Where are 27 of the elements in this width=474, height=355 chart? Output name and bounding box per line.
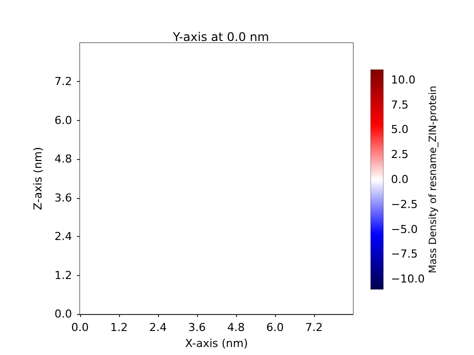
color-bar-label: −2.5 xyxy=(391,198,418,211)
color-bar-label: 5.0 xyxy=(391,123,408,136)
color-bar-label: −7.5 xyxy=(391,248,418,261)
color-bar-label: 2.5 xyxy=(391,148,408,162)
color-bar-label: 10.0 xyxy=(391,73,416,86)
x-tick-label: 2.4 xyxy=(149,321,167,334)
y-tick-label: 6.0 xyxy=(54,114,72,127)
color-bar-label: −5.0 xyxy=(391,222,418,236)
x-axis-title: X-axis (nm) xyxy=(185,336,248,350)
x-tick-label: 0.0 xyxy=(71,321,89,334)
color-bar-label: −10.0 xyxy=(391,272,425,286)
y-tick-label: 0.0 xyxy=(54,308,72,320)
color-bar-label: 7.5 xyxy=(391,98,408,112)
x-tick-label: 1.2 xyxy=(110,321,128,334)
y-tick-label: 4.8 xyxy=(54,152,72,166)
x-tick-label: 7.2 xyxy=(305,321,323,334)
x-tick-label: 3.6 xyxy=(188,321,206,334)
x-tick-label: 4.8 xyxy=(227,321,245,334)
y-tick-label: 3.6 xyxy=(54,191,72,204)
y-axis-title: Z-axis (nm) xyxy=(32,146,45,210)
color-bar-label: 0.0 xyxy=(391,173,408,186)
chart-title: Y-axis at 0.0 nm xyxy=(172,30,270,44)
color-bar-title: Mass Density of resname_ZIN-protein xyxy=(428,86,440,274)
y-tick-label: 1.2 xyxy=(54,268,72,282)
y-tick-label: 2.4 xyxy=(54,230,72,244)
x-tick-label: 6.0 xyxy=(266,321,284,334)
y-tick-label: 7.2 xyxy=(54,75,72,88)
